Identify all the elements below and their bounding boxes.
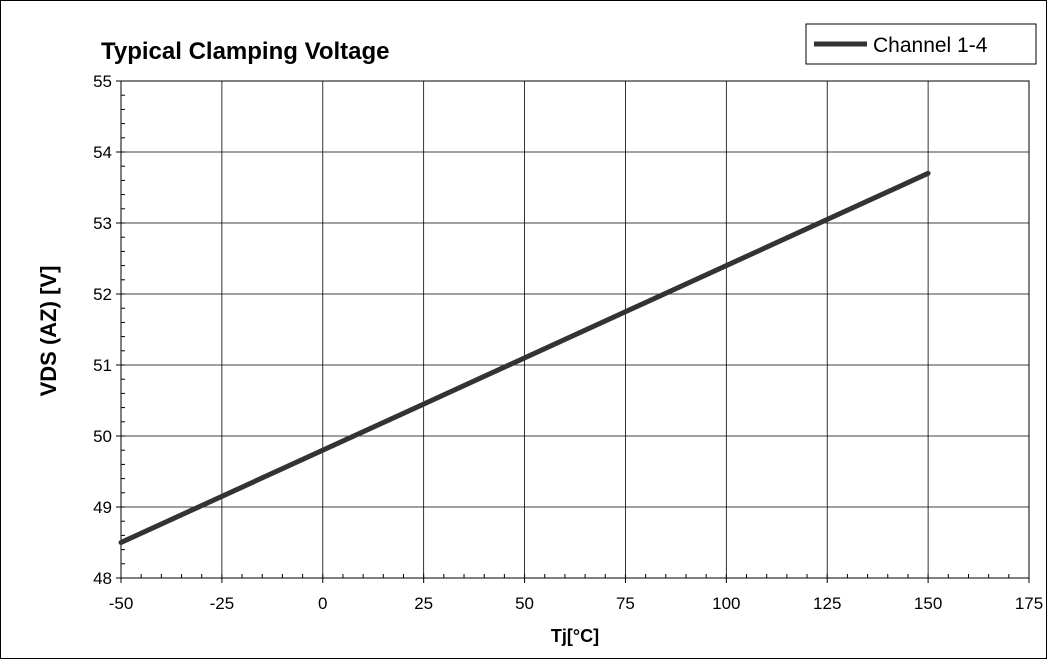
plot-area: [121, 81, 1029, 578]
y-tick-label: 50: [93, 427, 112, 446]
x-tick-label: 75: [616, 594, 635, 613]
y-tick-label: 52: [93, 285, 112, 304]
legend-label: Channel 1-4: [873, 34, 988, 57]
y-tick-label: 54: [93, 143, 112, 162]
x-tick-label: -25: [210, 594, 235, 613]
x-tick-label: -50: [109, 594, 134, 613]
chart-title: Typical Clamping Voltage: [101, 38, 390, 65]
y-axis-title: VDS (AZ) [V]: [36, 266, 61, 397]
y-tick-label: 51: [93, 356, 112, 375]
y-tick-label: 55: [93, 72, 112, 91]
x-tick-label: 50: [515, 594, 534, 613]
x-tick-labels: -50 -25 0 25 50 75 100 125 150 175: [109, 594, 1043, 613]
y-tick-label: 49: [93, 498, 112, 517]
x-tick-label: 25: [414, 594, 433, 613]
x-tick-label: 175: [1015, 594, 1043, 613]
y-tick-label: 53: [93, 214, 112, 233]
x-tick-label: 125: [813, 594, 841, 613]
y-tick-label: 48: [93, 569, 112, 588]
x-tick-label: 150: [914, 594, 942, 613]
x-axis-title: Tj[°C]: [551, 626, 599, 646]
y-tick-labels: 48 49 50 51 52 53 54 55: [93, 72, 112, 588]
grid: [116, 81, 1029, 583]
x-tick-label: 0: [318, 594, 327, 613]
x-tick-label: 100: [712, 594, 740, 613]
minor-ticks: [121, 81, 1029, 578]
legend: Channel 1-4: [806, 24, 1036, 64]
